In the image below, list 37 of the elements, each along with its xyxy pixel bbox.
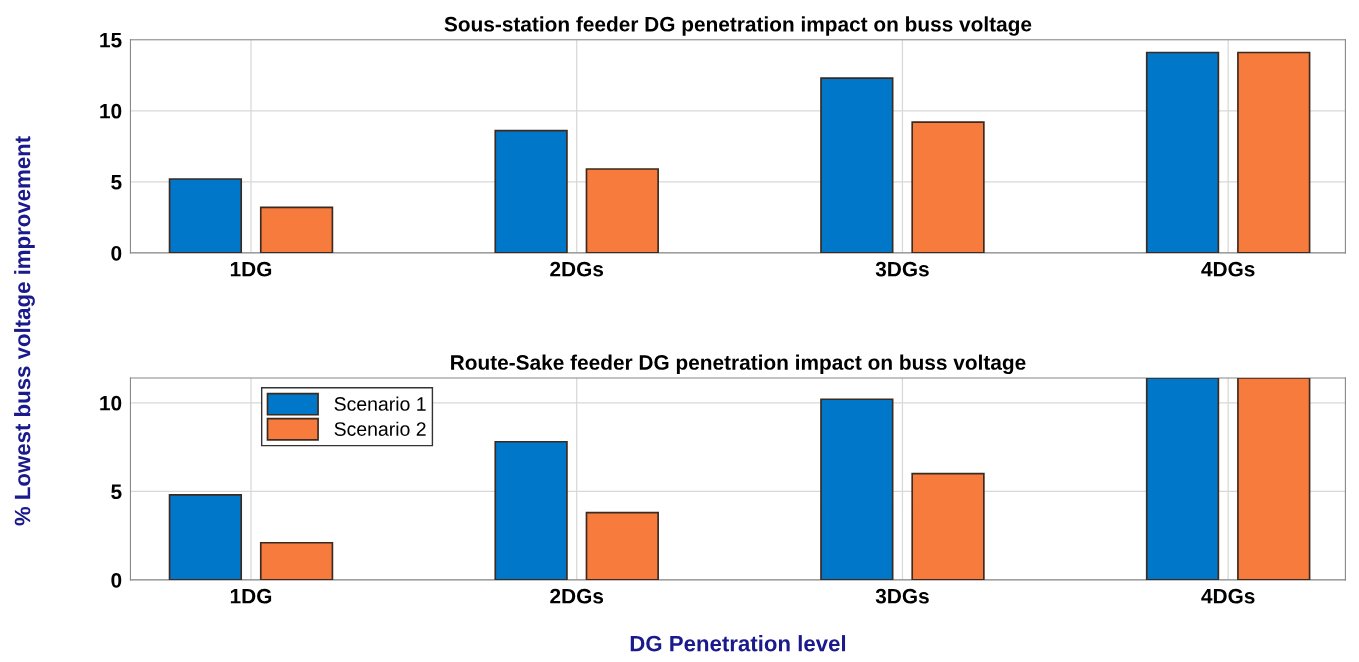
bar xyxy=(168,178,243,253)
bar xyxy=(820,398,894,580)
bar xyxy=(1237,51,1311,253)
x-tick-label: 4DGs xyxy=(1201,261,1255,277)
bar xyxy=(1145,51,1220,253)
y-axis-title: % Lowest buss voltage improvement xyxy=(14,136,35,526)
bar xyxy=(494,440,568,580)
x-tick-label: 2DGs xyxy=(550,588,604,604)
bar xyxy=(168,494,243,580)
bar xyxy=(585,168,659,253)
x-tick-label: 1DG xyxy=(230,261,272,277)
x-tick-label: 1DG xyxy=(230,588,272,604)
bar xyxy=(259,206,334,253)
bar xyxy=(259,541,334,580)
bar xyxy=(911,472,985,580)
y-tick-label: 0 xyxy=(111,572,122,588)
bar xyxy=(494,129,568,253)
bar xyxy=(585,511,659,580)
y-tick-label: 0 xyxy=(111,245,122,261)
bar xyxy=(1145,378,1220,580)
bar xyxy=(911,121,985,253)
y-tick-label: 10 xyxy=(100,103,122,119)
chart-title: Route-Sake feeder DG penetration impact on buss voltage xyxy=(451,354,1026,375)
x-tick-label: 3DGs xyxy=(875,588,929,604)
y-tick-label: 5 xyxy=(111,484,122,500)
y-tick-label: 15 xyxy=(100,32,122,48)
x-axis-title: DG Penetration level xyxy=(630,635,846,652)
x-tick-label: 4DGs xyxy=(1201,588,1255,604)
legend-label: Scenario 2 xyxy=(334,421,426,436)
legend-label: Scenario 1 xyxy=(334,396,426,411)
x-tick-label: 3DGs xyxy=(875,261,929,277)
x-tick-label: 2DGs xyxy=(550,261,604,277)
bar xyxy=(820,77,894,253)
y-tick-label: 10 xyxy=(100,395,122,411)
bar xyxy=(1237,378,1311,580)
y-tick-label: 5 xyxy=(111,175,122,190)
chart-title: Sous-station feeder DG penetration impact on buss voltage xyxy=(444,16,1032,36)
